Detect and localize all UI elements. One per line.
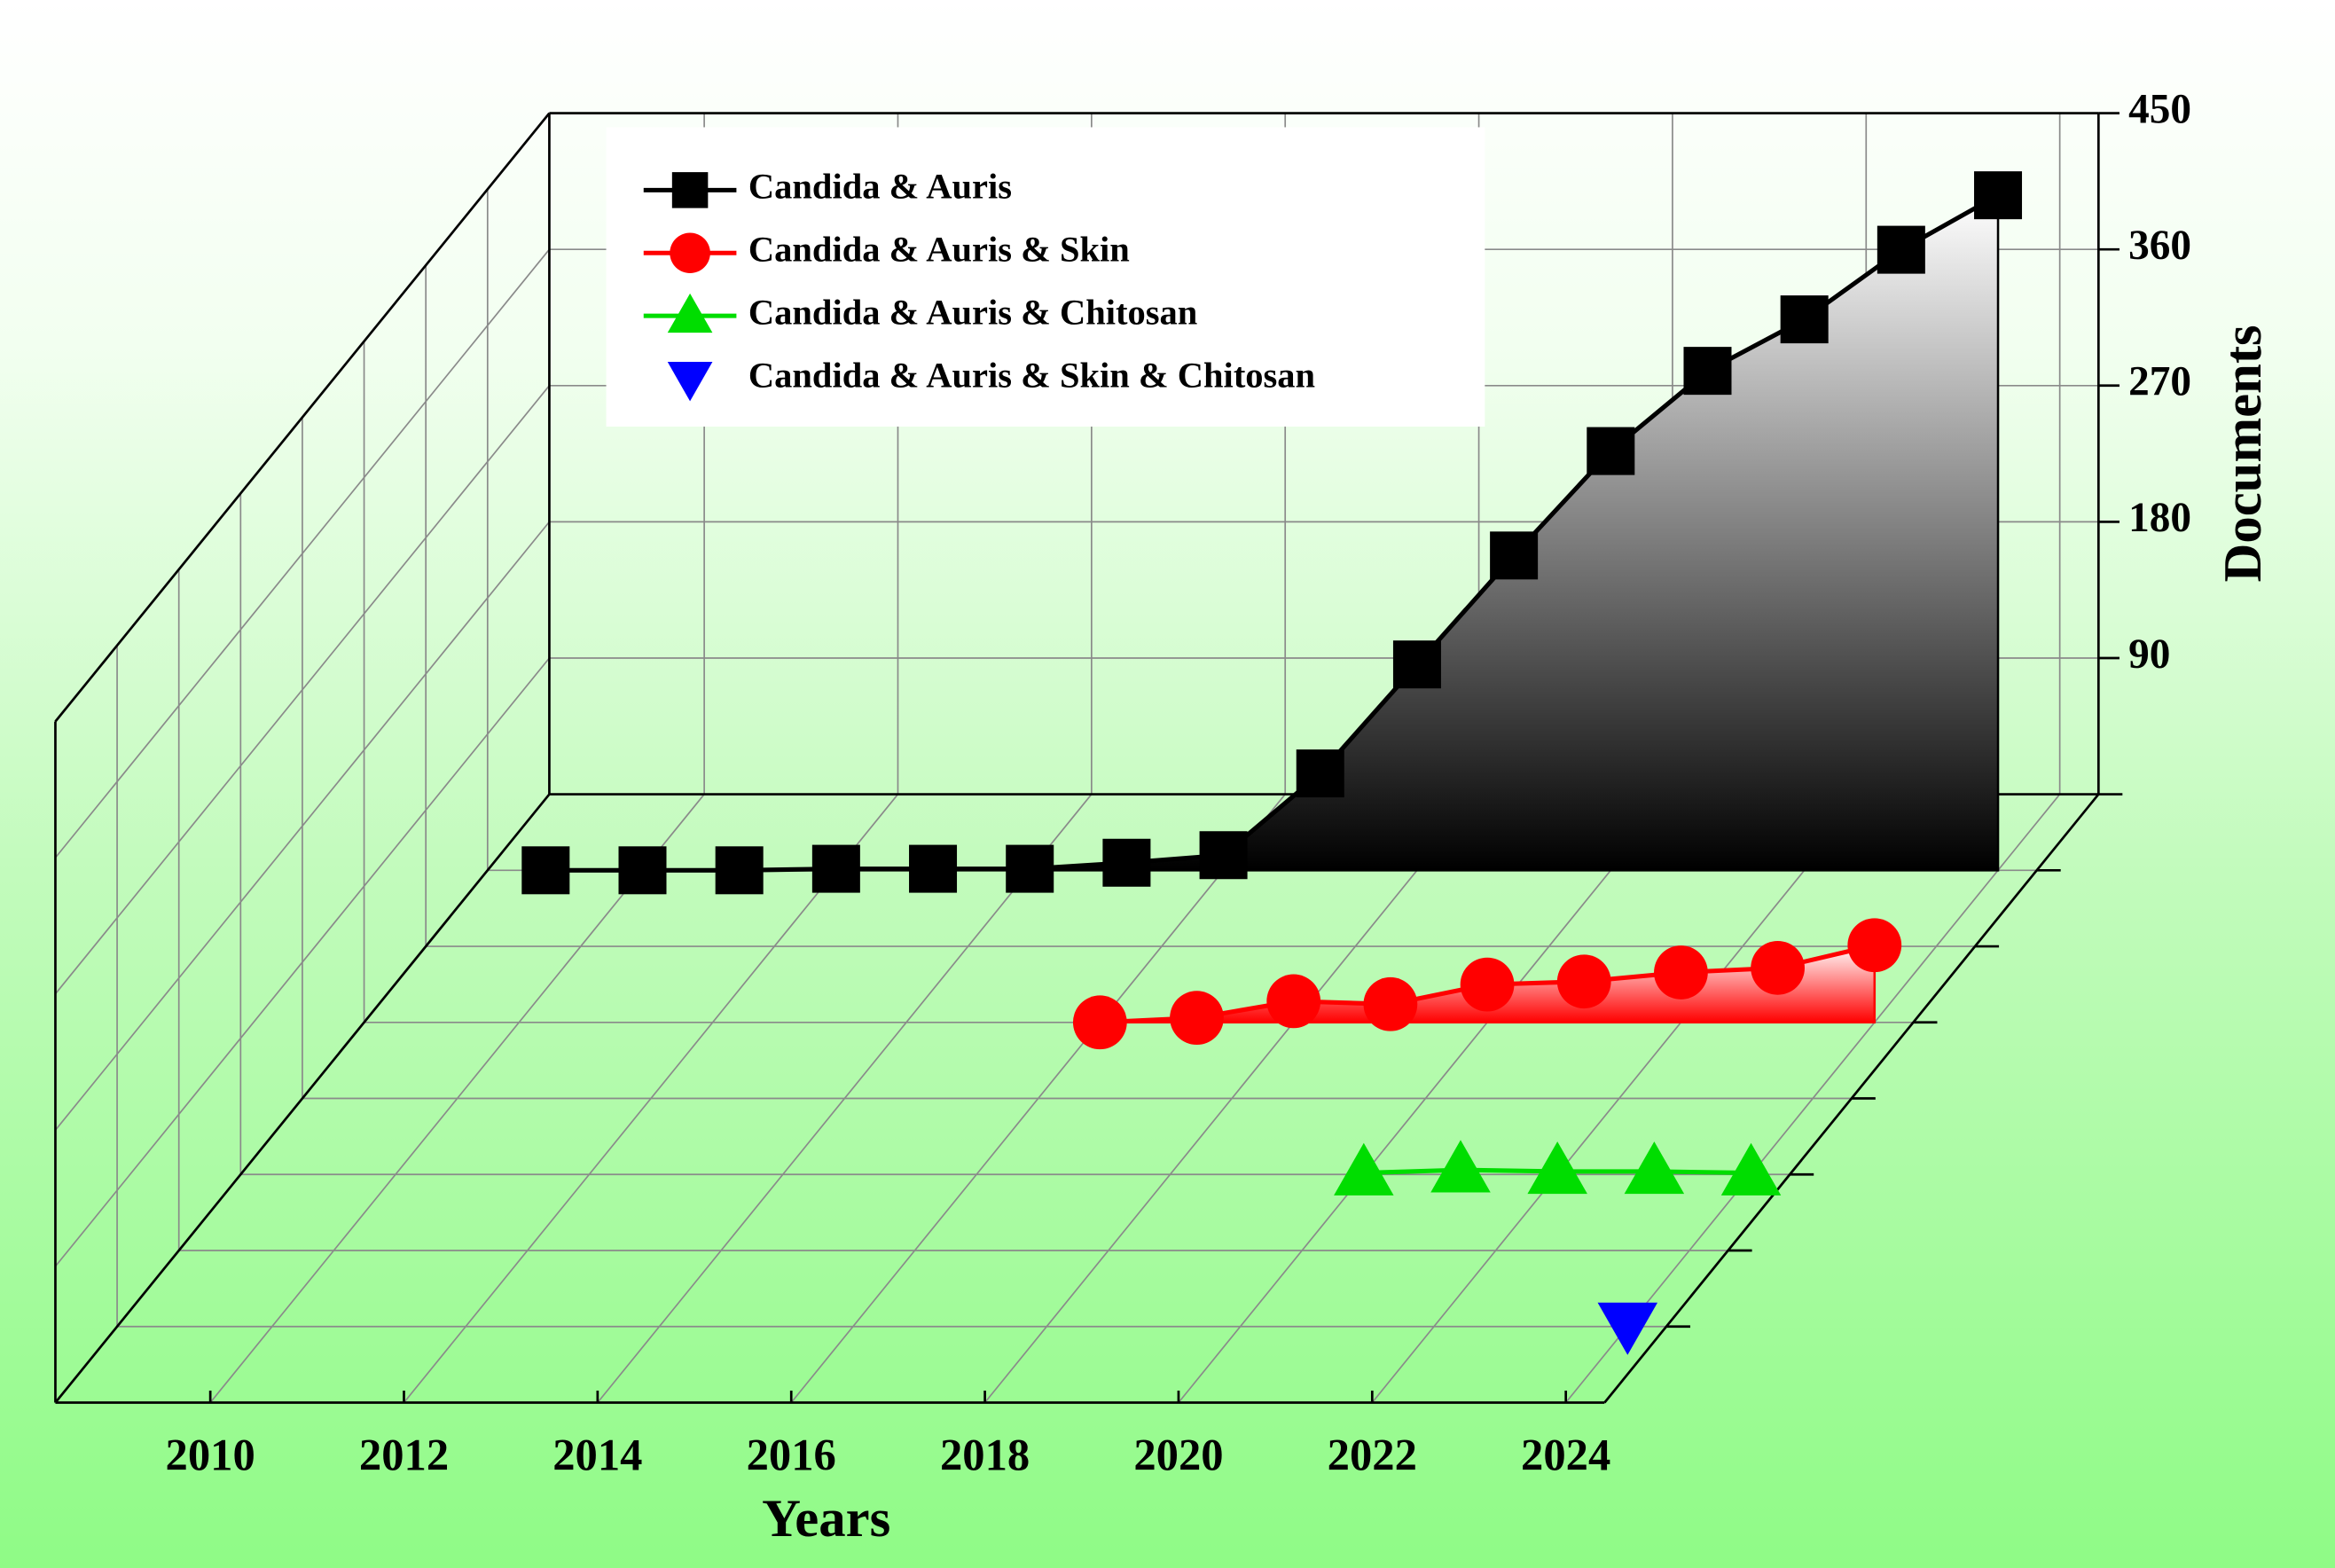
marker <box>1072 995 1127 1050</box>
y-axis-title: Documents <box>2214 325 2273 582</box>
marker <box>521 846 570 895</box>
marker <box>1199 831 1248 880</box>
legend: Candida & Auris Candida & Auris & Skin Can… <box>643 167 1315 402</box>
marker <box>1654 945 1708 1000</box>
x-axis-title: Years <box>762 1489 890 1548</box>
marker <box>1296 749 1344 798</box>
legend-label: Candida & Auris & Chitosan <box>748 292 1197 332</box>
y-tick-label: 90 <box>2128 631 2170 678</box>
marker <box>1624 1141 1685 1195</box>
legend-label: Candida & Auris & Skin & Chitosan <box>748 355 1315 395</box>
marker <box>1102 838 1151 887</box>
marker <box>1430 1140 1491 1193</box>
marker <box>670 232 710 274</box>
y-tick-label: 270 <box>2128 359 2191 405</box>
marker <box>618 846 667 895</box>
x-tick-label: 2012 <box>359 1430 449 1479</box>
axis-line <box>54 793 551 1404</box>
marker <box>1460 957 1515 1012</box>
marker <box>1683 347 1732 396</box>
marker <box>667 362 713 402</box>
marker <box>667 293 713 333</box>
marker <box>671 172 709 208</box>
legend-box <box>606 127 1485 427</box>
marker <box>715 846 764 895</box>
plot <box>521 171 2023 1355</box>
marker <box>1527 1141 1587 1195</box>
x-tick-label: 2020 <box>1133 1430 1223 1479</box>
marker <box>1334 1142 1394 1196</box>
y-tick-label: 360 <box>2128 223 2191 269</box>
marker <box>1170 991 1224 1046</box>
y-tick-label: 180 <box>2128 495 2191 541</box>
x-tick-label: 2018 <box>940 1430 1030 1479</box>
x-tick-label: 2022 <box>1328 1430 1417 1479</box>
marker <box>1751 940 1805 995</box>
legend-label: Candida & Auris <box>748 167 1012 207</box>
x-tick-label: 2016 <box>747 1430 836 1479</box>
x-tick-label: 2010 <box>166 1430 255 1479</box>
marker <box>1847 918 1902 973</box>
marker <box>1490 531 1539 580</box>
marker <box>1392 640 1441 689</box>
marker <box>1556 954 1611 1009</box>
legend-label: Candida & Auris & Skin <box>748 230 1130 270</box>
x-tick-label: 2014 <box>552 1430 642 1479</box>
y-tick-label: 450 <box>2128 86 2191 132</box>
x-tick-label: 2024 <box>1521 1430 1610 1479</box>
marker <box>1587 427 1635 475</box>
marker <box>1006 844 1054 893</box>
marker <box>811 844 860 893</box>
marker <box>1974 171 2023 220</box>
axis-line <box>54 112 551 723</box>
marker <box>1363 976 1418 1031</box>
marker <box>1877 225 1925 274</box>
series-line <box>545 192 2000 873</box>
marker <box>1720 1142 1782 1196</box>
marker <box>1780 295 1829 344</box>
marker <box>1597 1302 1658 1355</box>
marker <box>909 844 958 893</box>
marker <box>1266 974 1321 1029</box>
